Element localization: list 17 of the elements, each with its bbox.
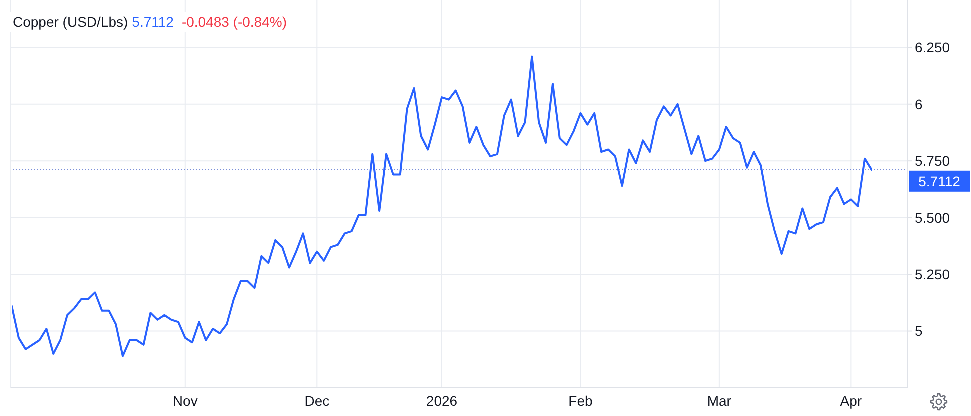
annotation: -0.0483 (-0.84%): [182, 14, 287, 30]
y-tick-label: 5: [915, 323, 923, 340]
x-tick-label: Feb: [568, 392, 593, 409]
y-tick-label: 6: [915, 96, 923, 112]
annotation: 5.7112: [132, 14, 174, 30]
y-tick-label: 5.750: [915, 153, 950, 170]
ref-line-label: 5.7112: [918, 173, 961, 190]
x-tick-label: Dec: [304, 392, 330, 409]
y-tick-label: 6.250: [915, 40, 950, 56]
x-tick-label: Apr: [840, 392, 862, 409]
y-tick-label: 5.500: [915, 210, 950, 226]
x-tick-label: Nov: [172, 392, 198, 409]
y-tick-label: 5.250: [915, 266, 950, 283]
text: Copper (USD/Lbs): [13, 14, 128, 30]
x-tick-label: 2026: [426, 392, 458, 409]
x-tick-label: Mar: [707, 392, 732, 409]
line-series: [12, 56, 872, 358]
